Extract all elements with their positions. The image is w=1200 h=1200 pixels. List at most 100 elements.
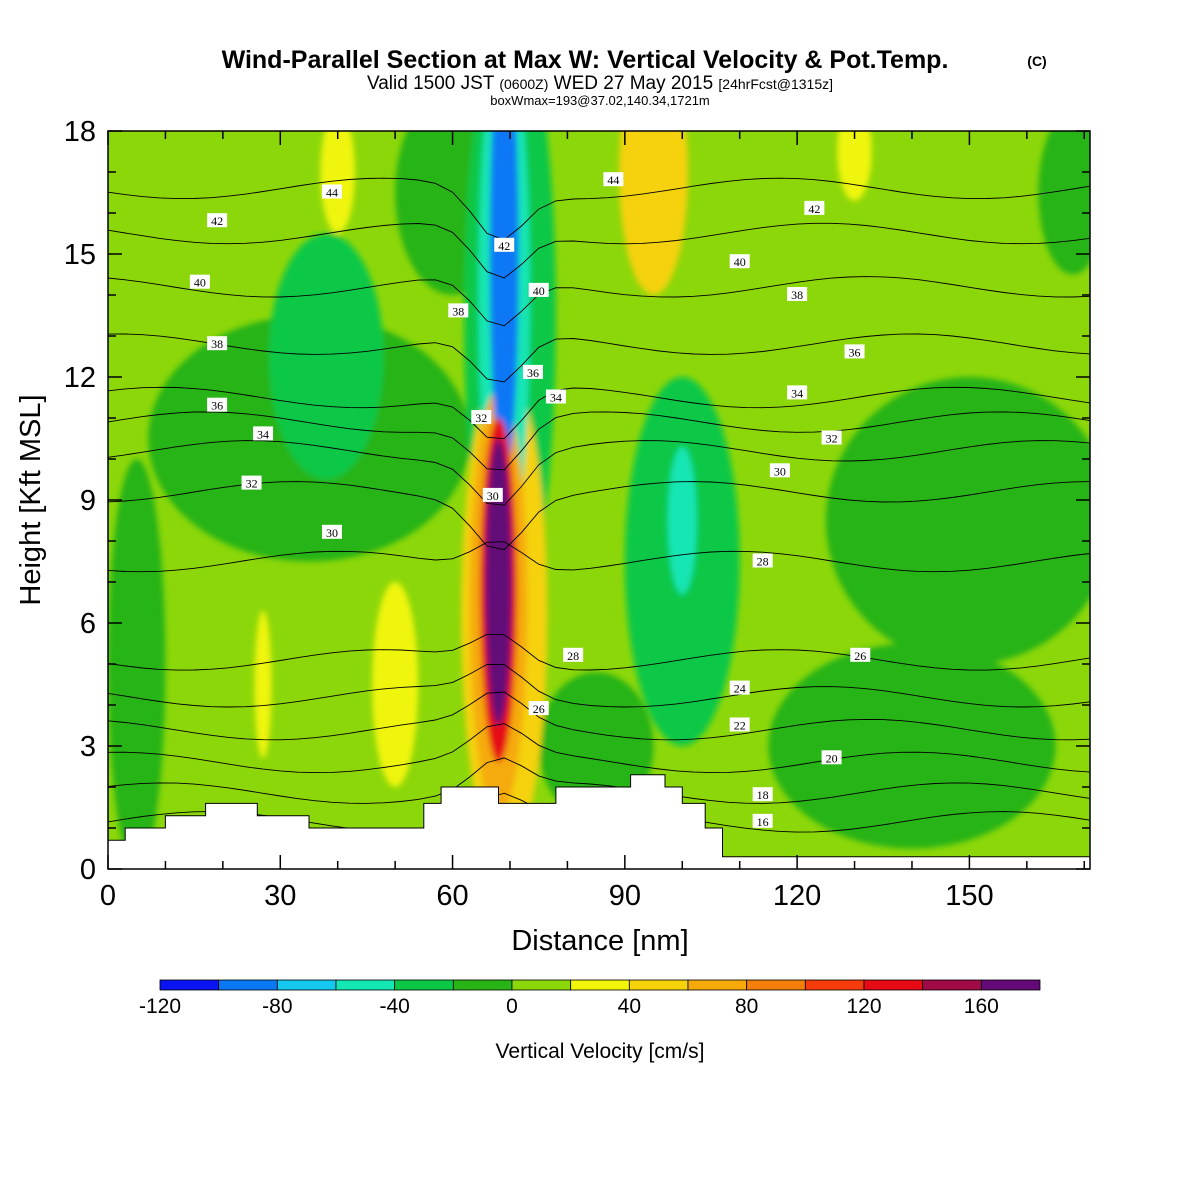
theta-label-text: 44 — [326, 186, 338, 200]
theta-label: 42 — [804, 200, 825, 216]
terrain — [108, 774, 1090, 869]
theta-contour-line — [108, 757, 1090, 804]
theta-label-text: 38 — [211, 337, 223, 351]
theta-label-text: 34 — [550, 391, 562, 405]
theta-contour-line — [108, 386, 1090, 440]
theta-label-text: 34 — [257, 427, 269, 441]
theta-label: 20 — [821, 750, 842, 765]
theta-label-text: 32 — [246, 477, 258, 491]
theta-label: 22 — [729, 717, 750, 733]
velocity-feature — [1038, 131, 1090, 275]
velocity-feature — [372, 582, 419, 787]
theta-label: 40 — [189, 274, 210, 290]
colorbar-swatch — [452, 979, 513, 991]
colorbar-label: Vertical Velocity [cm/s] — [496, 1040, 705, 1063]
colorbar-swatch — [922, 979, 982, 991]
colorbar-tick-label: -120 — [139, 995, 181, 1018]
theta-label-text: 16 — [757, 815, 769, 829]
theta-contour-line — [108, 333, 1090, 383]
theta-label: 36 — [522, 364, 543, 380]
theta-label: 24 — [729, 680, 750, 696]
y-tick-label: 3 — [80, 731, 96, 763]
plot-area: 44 42 40 38 36 34 32 30 38 42 40 36 34 32 30 44 42 40 38 36… — [108, 131, 1090, 869]
theta-label: 32 — [241, 475, 262, 491]
theta-contour-line — [108, 691, 1090, 741]
y-tick-label: 0 — [80, 854, 96, 886]
theta-label: 38 — [207, 336, 228, 351]
theta-label-text: 34 — [791, 386, 803, 400]
theta-label-text: 28 — [757, 555, 769, 569]
theta-label-text: 42 — [211, 214, 223, 228]
y-tick-label: 12 — [64, 362, 96, 394]
theta-contour-line — [108, 440, 1090, 506]
theta-label: 34 — [787, 385, 808, 400]
theta-label-text: 38 — [791, 288, 803, 302]
velocity-feature — [108, 459, 166, 869]
x-tick-label: 150 — [945, 880, 993, 912]
velocity-feature — [768, 643, 1056, 849]
velocity-feature — [825, 377, 1090, 664]
theta-label-text: 18 — [757, 788, 769, 802]
copyright-mark: (C) — [1027, 53, 1046, 69]
colorbar-swatch — [218, 979, 278, 991]
theta-label-text: 26 — [533, 702, 545, 716]
colorbar-tick-label: 160 — [964, 995, 999, 1018]
chart-subtitle: Valid 1500 JST (0600Z) WED 27 May 2015 [… — [367, 73, 833, 94]
colorbar-swatch — [980, 979, 1041, 991]
theta-label: 38 — [787, 287, 808, 302]
theta-label: 36 — [207, 397, 228, 413]
theta-label: 34 — [545, 389, 566, 405]
y-tick-label: 9 — [80, 485, 96, 517]
theta-label-text: 40 — [194, 276, 206, 290]
theta-label-text: 44 — [607, 173, 619, 187]
colorbar-tick-label: 120 — [846, 995, 881, 1018]
x-tick-label: 120 — [773, 880, 821, 912]
theta-label: 26 — [528, 701, 549, 716]
subtitle-valid: Valid 1500 JST — [367, 73, 495, 94]
velocity-feature — [667, 446, 697, 595]
theta-label: 26 — [850, 647, 871, 663]
theta-label: 38 — [448, 303, 469, 318]
velocity-feature — [254, 610, 272, 759]
theta-label: 30 — [482, 487, 503, 503]
colorbar-swatch — [335, 979, 396, 991]
theta-contour-line — [108, 222, 1090, 279]
theta-label: 44 — [321, 184, 342, 200]
theta-label: 18 — [752, 787, 773, 802]
theta-label-text: 36 — [527, 366, 539, 380]
theta-label-text: 30 — [487, 489, 499, 503]
y-tick-label: 15 — [64, 239, 96, 271]
theta-contours — [108, 177, 1090, 833]
terrain-mask — [108, 774, 1090, 869]
theta-label-text: 30 — [774, 464, 786, 478]
theta-label: 34 — [253, 426, 274, 441]
subtitle-zulu: (0600Z) — [499, 76, 548, 92]
theta-contour-line — [108, 177, 1090, 241]
theta-label: 44 — [603, 172, 624, 187]
theta-label-text: 32 — [826, 432, 838, 446]
theta-label-text: 36 — [211, 399, 223, 413]
y-axis-label: Height [Kft MSL] — [15, 394, 47, 605]
chart-title: Wind-Parallel Section at Max W: Vertical… — [222, 46, 949, 74]
theta-label: 28 — [563, 647, 584, 663]
theta-label-text: 38 — [452, 304, 464, 318]
theta-label-text: 24 — [734, 682, 746, 696]
theta-contour-line — [108, 663, 1090, 708]
x-tick-label: 30 — [264, 880, 296, 912]
colorbar-swatch — [804, 979, 865, 991]
theta-label-text: 22 — [734, 719, 746, 733]
colorbar-swatch — [863, 979, 924, 991]
x-tick-label: 0 — [100, 880, 116, 912]
colorbar-swatch — [746, 979, 806, 991]
theta-label-text: 36 — [849, 345, 861, 359]
velocity-feature — [538, 672, 654, 820]
colorbar-swatch — [511, 979, 572, 991]
theta-label: 42 — [494, 237, 515, 253]
x-tick-label: 60 — [436, 880, 468, 912]
y-tick-label: 18 — [64, 116, 96, 148]
theta-label: 32 — [821, 430, 842, 446]
theta-label: 40 — [528, 282, 549, 298]
colorbar-swatch — [687, 979, 748, 991]
theta-label: 40 — [729, 254, 750, 269]
